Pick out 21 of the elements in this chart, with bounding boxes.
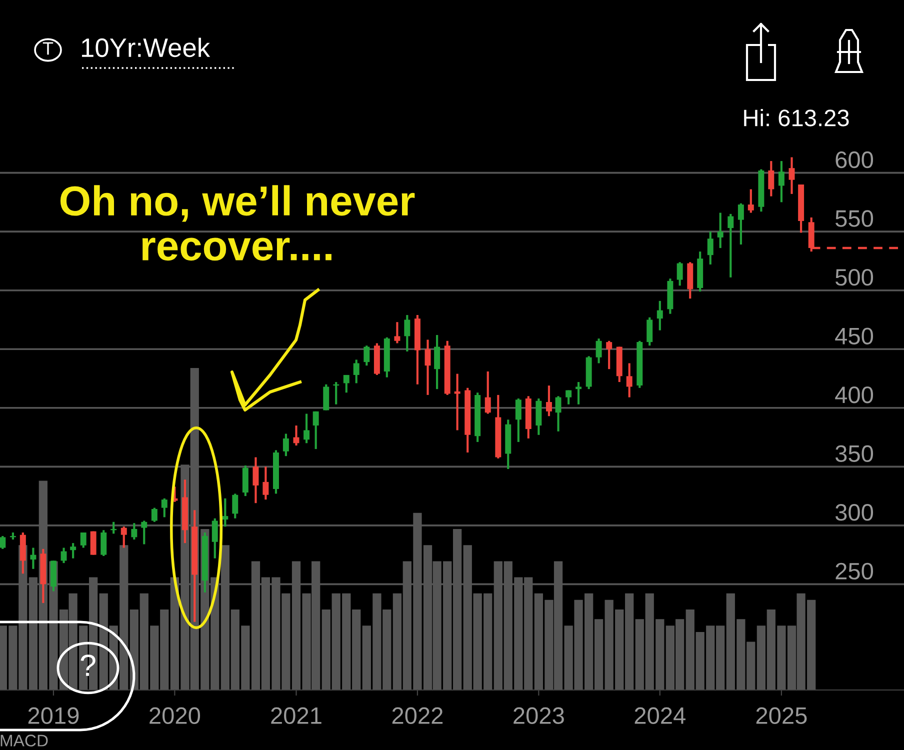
text: 10Yr:Week bbox=[82, 38, 210, 58]
annotation: Hi: 613.23 bbox=[744, 108, 849, 126]
x-tick-label: 2019 bbox=[28, 707, 79, 724]
y-tick-label: 450 bbox=[835, 328, 874, 344]
x-tick-label: 2024 bbox=[634, 707, 686, 724]
x-tick-label: 2022 bbox=[392, 707, 443, 724]
text: MACD bbox=[0, 734, 48, 746]
x-tick-label: 2021 bbox=[271, 707, 322, 724]
y-tick-label: 350 bbox=[835, 445, 874, 462]
annotation: T bbox=[42, 42, 54, 55]
x-tick-label: 2020 bbox=[150, 707, 200, 724]
y-tick-label: 500 bbox=[836, 268, 874, 286]
y-tick-label: 250 bbox=[836, 562, 874, 580]
annotation: ? bbox=[80, 654, 96, 676]
y-tick-label: 300 bbox=[835, 504, 874, 521]
x-tick-label: 2025 bbox=[756, 707, 807, 724]
annotation: Oh no, we’ll never recover.... bbox=[60, 185, 415, 261]
x-tick-label: 2023 bbox=[514, 707, 564, 724]
y-tick-label: 400 bbox=[835, 386, 874, 404]
y-tick-label: 550 bbox=[836, 210, 874, 227]
y-tick-label: 600 bbox=[836, 151, 874, 168]
